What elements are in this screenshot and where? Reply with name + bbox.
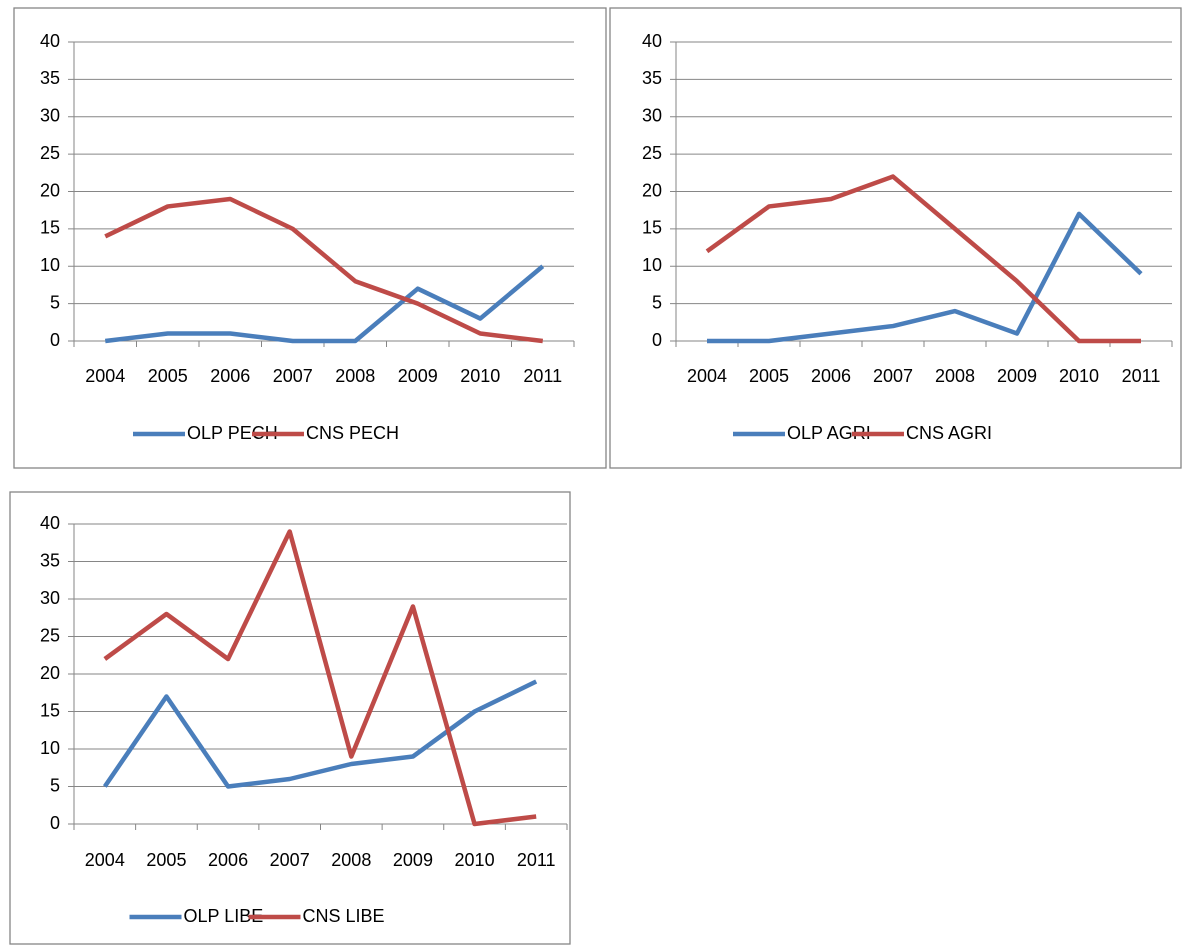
y-tick-label: 5 xyxy=(652,292,662,312)
y-tick-label: 40 xyxy=(40,31,60,51)
x-tick-label: 2007 xyxy=(873,366,913,386)
x-tick-label: 2006 xyxy=(208,850,248,870)
data-line xyxy=(102,679,538,789)
x-tick-label: 2006 xyxy=(210,366,250,386)
y-tick-label: 20 xyxy=(40,663,60,683)
data-line xyxy=(104,264,545,344)
data-line xyxy=(104,196,544,344)
legend-label: CNS LIBE xyxy=(303,906,385,926)
x-tick-label: 2007 xyxy=(273,366,313,386)
x-tick-label: 2010 xyxy=(1059,366,1099,386)
y-tick-label: 20 xyxy=(40,180,60,200)
y-tick-label: 20 xyxy=(642,180,662,200)
x-tick-label: 2005 xyxy=(146,850,186,870)
y-tick-label: 35 xyxy=(40,68,60,88)
y-tick-label: 40 xyxy=(642,31,662,51)
legend-label: CNS PECH xyxy=(306,423,399,443)
y-tick-label: 5 xyxy=(50,292,60,312)
x-tick-label: 2010 xyxy=(460,366,500,386)
y-tick-label: 10 xyxy=(40,255,60,275)
x-tick-label: 2009 xyxy=(398,366,438,386)
chart-frame xyxy=(13,7,607,469)
y-tick-label: 25 xyxy=(642,143,662,163)
x-tick-label: 2004 xyxy=(687,366,727,386)
legend-label: OLP AGRI xyxy=(787,423,871,443)
y-tick-label: 30 xyxy=(40,106,60,126)
y-tick-label: 40 xyxy=(40,513,60,533)
data-line xyxy=(103,529,537,827)
x-tick-label: 2007 xyxy=(270,850,310,870)
legend-label: OLP LIBE xyxy=(184,906,264,926)
x-tick-label: 2010 xyxy=(455,850,495,870)
x-tick-label: 2005 xyxy=(749,366,789,386)
y-tick-label: 30 xyxy=(40,588,60,608)
chart-frame xyxy=(609,7,1182,469)
data-line xyxy=(705,174,1141,344)
x-tick-label: 2011 xyxy=(517,850,556,870)
x-tick-label: 2009 xyxy=(393,850,433,870)
x-tick-label: 2008 xyxy=(331,850,371,870)
legend-label: CNS AGRI xyxy=(906,423,992,443)
x-tick-label: 2008 xyxy=(935,366,975,386)
y-tick-label: 0 xyxy=(50,813,60,833)
y-tick-label: 35 xyxy=(40,550,60,570)
x-tick-label: 2005 xyxy=(148,366,188,386)
y-tick-label: 5 xyxy=(50,775,60,795)
y-tick-label: 0 xyxy=(652,330,662,350)
x-tick-label: 2006 xyxy=(811,366,851,386)
x-tick-label: 2011 xyxy=(523,366,562,386)
y-tick-label: 10 xyxy=(40,738,60,758)
y-tick-label: 15 xyxy=(40,218,60,238)
y-tick-label: 0 xyxy=(50,330,60,350)
y-tick-label: 10 xyxy=(642,255,662,275)
y-tick-label: 15 xyxy=(40,700,60,720)
y-tick-label: 25 xyxy=(40,143,60,163)
y-tick-label: 35 xyxy=(642,68,662,88)
y-tick-label: 15 xyxy=(642,218,662,238)
x-tick-label: 2004 xyxy=(85,850,125,870)
y-tick-label: 25 xyxy=(40,625,60,645)
data-line xyxy=(707,211,1143,344)
x-tick-label: 2009 xyxy=(997,366,1037,386)
x-tick-label: 2004 xyxy=(85,366,125,386)
chart-frame xyxy=(9,491,571,945)
x-tick-label: 2008 xyxy=(335,366,375,386)
legend-label: OLP PECH xyxy=(187,423,278,443)
y-tick-label: 30 xyxy=(642,106,662,126)
x-tick-label: 2011 xyxy=(1122,366,1161,386)
